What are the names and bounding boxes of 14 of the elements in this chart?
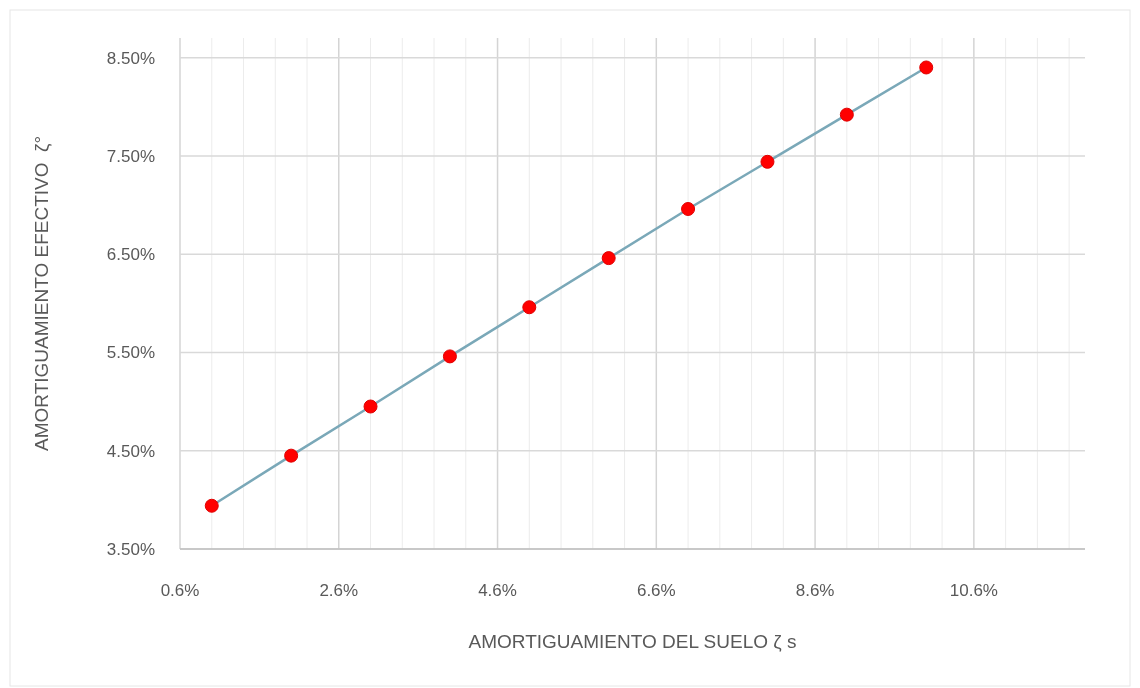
y-tick-label: 3.50%: [106, 539, 155, 559]
y-tick-label: 6.50%: [106, 245, 155, 265]
x-tick-label: 0.6%: [160, 581, 200, 600]
y-tick-label: 7.50%: [106, 146, 155, 166]
x-tick-label: 10.6%: [949, 581, 998, 600]
x-tick-label: 2.6%: [319, 581, 359, 600]
x-axis-title: AMORTIGUAMIENTO DEL SUELO ζ s: [468, 631, 797, 652]
x-tick-label: 4.6%: [478, 581, 517, 600]
y-tick-label: 8.50%: [106, 48, 155, 68]
y-tick-label: 5.50%: [106, 343, 155, 363]
y-axis-title: AMORTIGUAMIENTO EFECTIVO ζ°: [31, 135, 52, 452]
x-tick-label: 6.6%: [636, 581, 676, 600]
y-tick-label: 4.50%: [106, 441, 155, 461]
x-tick-label: 8.6%: [795, 581, 835, 600]
